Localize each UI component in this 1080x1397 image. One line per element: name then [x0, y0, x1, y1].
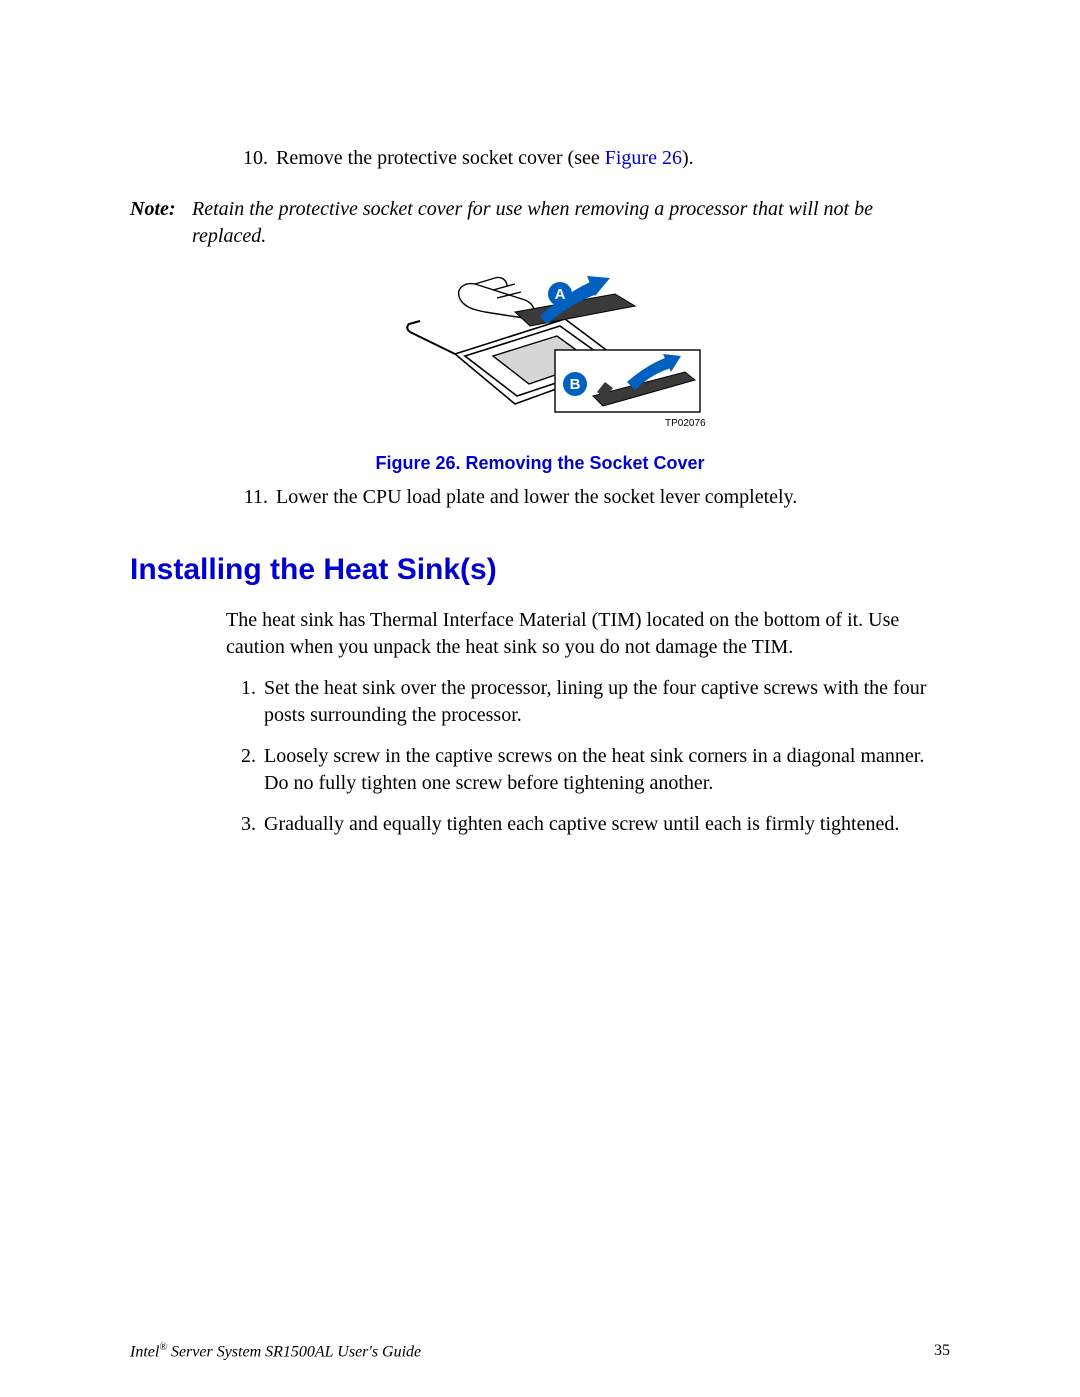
figure-26: A B TP02076 [130, 264, 950, 439]
step-number: 2. [226, 743, 264, 797]
note-label: Note: [130, 196, 192, 250]
figure-26-svg: A B TP02076 [365, 264, 715, 434]
section-step-1: 1. Set the heat sink over the processor,… [226, 675, 950, 729]
step-list-top: 10. Remove the protective socket cover (… [226, 145, 950, 172]
callout-a-label: A [555, 286, 566, 303]
figure-tp-number: TP02076 [665, 418, 706, 429]
registered-mark: ® [159, 1342, 167, 1353]
step-text: Loosely screw in the captive screws on t… [264, 743, 950, 797]
section-step-2: 2. Loosely screw in the captive screws o… [226, 743, 950, 797]
footer-title: Intel® Server System SR1500AL User's Gui… [130, 1342, 421, 1361]
step-text: Remove the protective socket cover (see … [276, 145, 950, 172]
step-11: 11. Lower the CPU load plate and lower t… [226, 484, 950, 511]
footer-brand: Intel [130, 1343, 159, 1360]
step-number: 10. [226, 145, 276, 172]
note-text: Retain the protective socket cover for u… [192, 196, 950, 250]
section-heading-installing-heat-sinks: Installing the Heat Sink(s) [130, 553, 950, 587]
section-step-list: 1. Set the heat sink over the processor,… [226, 675, 950, 838]
step-text-post: ). [682, 147, 694, 169]
figure-crossref-link[interactable]: Figure 26 [605, 147, 682, 169]
page-footer: Intel® Server System SR1500AL User's Gui… [130, 1342, 950, 1361]
step-list-mid: 11. Lower the CPU load plate and lower t… [226, 484, 950, 511]
section-body: The heat sink has Thermal Interface Mate… [226, 607, 950, 838]
section-step-3: 3. Gradually and equally tighten each ca… [226, 811, 950, 838]
step-text: Lower the CPU load plate and lower the s… [276, 484, 950, 511]
step-text: Set the heat sink over the processor, li… [264, 675, 950, 729]
note-block: Note: Retain the protective socket cover… [130, 196, 950, 250]
step-number: 1. [226, 675, 264, 729]
step-number: 3. [226, 811, 264, 838]
step-number: 11. [226, 484, 276, 511]
socket-lever [407, 321, 455, 354]
page-number: 35 [934, 1342, 950, 1361]
figure-26-caption: Figure 26. Removing the Socket Cover [130, 453, 950, 474]
step-10: 10. Remove the protective socket cover (… [226, 145, 950, 172]
footer-rest: Server System SR1500AL User's Guide [167, 1343, 421, 1360]
section-intro: The heat sink has Thermal Interface Mate… [226, 607, 950, 661]
step-text: Gradually and equally tighten each capti… [264, 811, 950, 838]
callout-b-label: B [570, 376, 581, 393]
step-text-pre: Remove the protective socket cover (see [276, 147, 605, 169]
page: 10. Remove the protective socket cover (… [0, 0, 1080, 1397]
